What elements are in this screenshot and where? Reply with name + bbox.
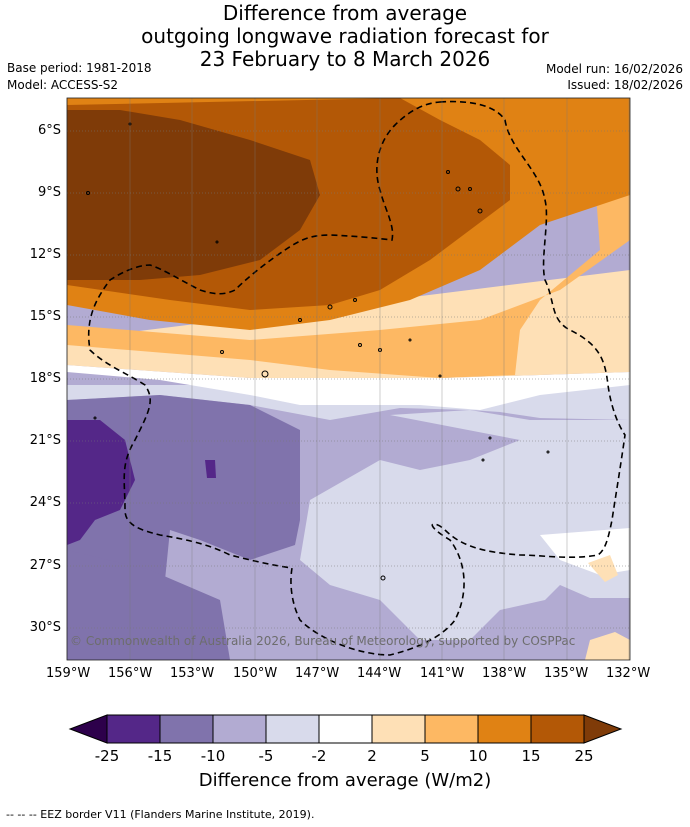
band-lavender-east xyxy=(300,410,630,640)
colorbar xyxy=(68,714,623,744)
lon-label-132w: 132°W xyxy=(606,666,651,681)
issued-date: Issued: 18/02/2026 xyxy=(567,78,683,92)
lon-label-144w: 144°W xyxy=(357,666,402,681)
colorbar-arrow-low xyxy=(68,714,108,744)
lat-label-9s: 9°S xyxy=(37,185,61,200)
title-line-1: Difference from average xyxy=(222,1,468,25)
gridlines xyxy=(67,130,630,629)
colorbar-segment-2 xyxy=(159,714,214,744)
lat-label-18s: 18°S xyxy=(29,371,61,386)
lon-label-138w: 138°W xyxy=(482,666,527,681)
lon-label-150w: 150°W xyxy=(233,666,278,681)
base-period: Base period: 1981-2018 xyxy=(7,61,152,75)
lon-label-159w: 159°W xyxy=(46,666,91,681)
colorbar-tick-10: 10 xyxy=(468,747,488,765)
model-run: Model run: 16/02/2026 xyxy=(545,62,683,76)
lat-label-30s: 30°S xyxy=(29,620,61,635)
title-line-3: 23 February to 8 March 2026 xyxy=(199,47,491,71)
band-mid-purple-west xyxy=(67,550,230,660)
colorbar-segment-7 xyxy=(424,714,479,744)
lat-label-27s: 27°S xyxy=(29,558,61,573)
colorbar-segment-4 xyxy=(265,714,320,744)
band-white xyxy=(67,365,630,410)
lon-label-135w: 135°W xyxy=(544,666,589,681)
colorbar-tick-25: 25 xyxy=(574,747,594,765)
eez-legend: -- -- -- EEZ border V11 (Flanders Marine… xyxy=(6,808,315,821)
map-frame xyxy=(66,97,631,661)
lon-label-141w: 141°W xyxy=(420,666,465,681)
colorbar-tick-2: 2 xyxy=(367,747,377,765)
lon-label-156w: 156°W xyxy=(108,666,153,681)
lon-label-153w: 153°W xyxy=(170,666,215,681)
eez-border xyxy=(87,100,626,656)
lon-label-147w: 147°W xyxy=(295,666,340,681)
band-peach-patch xyxy=(588,555,618,582)
colorbar-segment-3 xyxy=(212,714,267,744)
colorbar-tick-neg10: -10 xyxy=(200,747,226,765)
colorbar-tick-5: 5 xyxy=(420,747,430,765)
lat-label-21s: 21°S xyxy=(29,433,61,448)
colorbar-segment-5 xyxy=(318,714,373,744)
colorbar-segment-1 xyxy=(106,714,161,744)
copyright-notice: © Commonwealth of Australia 2026, Bureau… xyxy=(70,634,576,648)
band-dark-purple-blob xyxy=(205,460,216,478)
colorbar-tick-15: 15 xyxy=(521,747,541,765)
colorbar-tick-neg5: -5 xyxy=(258,747,274,765)
lat-label-24s: 24°S xyxy=(29,495,61,510)
colorbar-tick-neg2: -2 xyxy=(311,747,327,765)
colorbar-tick-neg25: -25 xyxy=(94,747,120,765)
colorbar-arrow-high xyxy=(583,714,623,744)
band-peach-corner xyxy=(585,632,630,660)
colorbar-segment-8 xyxy=(477,714,532,744)
title-line-2: outgoing longwave radiation forecast for xyxy=(141,24,549,48)
colorbar-segment-6 xyxy=(371,714,426,744)
colorbar-segment-9 xyxy=(530,714,585,744)
colorbar-tick-neg15: -15 xyxy=(147,747,173,765)
lat-label-12s: 12°S xyxy=(29,247,61,262)
band-lavender-south xyxy=(400,485,470,520)
model-name: Model: ACCESS-S2 xyxy=(7,78,119,92)
band-dark-purple xyxy=(67,420,135,545)
colorbar-title: Difference from average (W/m2) xyxy=(198,770,492,791)
lat-label-6s: 6°S xyxy=(37,123,61,138)
lat-label-15s: 15°S xyxy=(29,309,61,324)
